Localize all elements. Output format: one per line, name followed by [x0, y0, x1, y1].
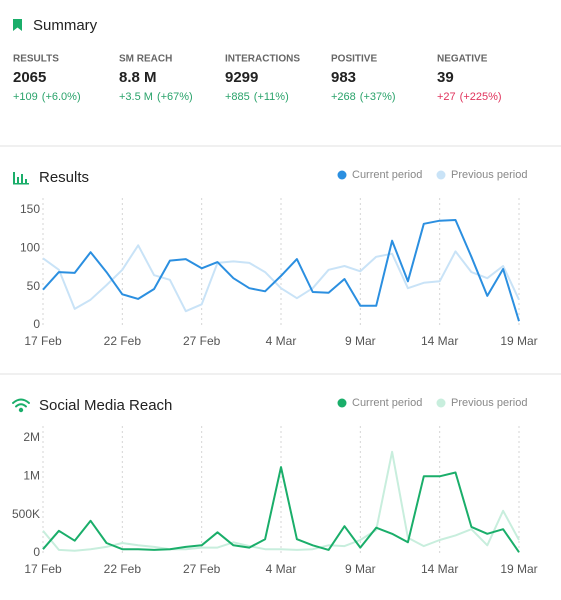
x-tick-label: 4 Mar	[266, 562, 297, 576]
line-series	[42, 466, 520, 553]
metric-label: SM REACH	[119, 54, 172, 65]
metric-value: 9299	[225, 69, 258, 86]
chart-title: Social Media Reach	[39, 397, 172, 414]
change-abs: +109	[13, 91, 38, 103]
reach-icon	[12, 398, 30, 413]
metric-label: NEGATIVE	[437, 54, 488, 65]
change-abs: +885	[225, 91, 250, 103]
x-tick-label: 9 Mar	[345, 562, 376, 576]
metric-label: POSITIVE	[331, 54, 377, 65]
x-tick-label: 19 Mar	[500, 334, 537, 348]
change-pct: (+67%)	[157, 91, 193, 103]
x-tick-label: 27 Feb	[183, 562, 221, 576]
legend-label: Current period	[352, 397, 422, 409]
summary-title: Summary	[33, 17, 98, 34]
line-series	[42, 219, 520, 322]
legend-swatch	[436, 398, 446, 408]
line-series	[42, 244, 520, 313]
x-tick-label: 22 Feb	[104, 562, 142, 576]
x-tick-label: 17 Feb	[24, 334, 62, 348]
metric-value: 2065	[13, 69, 46, 86]
x-tick-label: 27 Feb	[183, 334, 221, 348]
x-tick-label: 17 Feb	[24, 562, 62, 576]
x-tick-label: 19 Mar	[500, 562, 537, 576]
y-tick-label: 150	[20, 202, 40, 216]
change-pct: (+225%)	[460, 91, 502, 103]
legend-swatch	[337, 398, 347, 408]
metric-change: +27 (+225%)	[437, 91, 502, 103]
change-abs: +3.5 M	[119, 91, 153, 103]
y-tick-label: 2M	[23, 430, 40, 444]
x-tick-label: 4 Mar	[266, 334, 297, 348]
metric-label: INTERACTIONS	[225, 54, 300, 65]
line-series	[42, 450, 520, 552]
metric-change: +3.5 M (+67%)	[119, 91, 193, 103]
metric-label: RESULTS	[13, 54, 59, 65]
summary-icon	[13, 19, 22, 31]
metric-value: 39	[437, 69, 454, 86]
metric-value: 983	[331, 69, 356, 86]
y-tick-label: 1M	[23, 469, 40, 483]
legend-label: Previous period	[451, 397, 527, 409]
y-tick-label: 0	[33, 317, 40, 331]
y-tick-label: 50	[27, 279, 41, 293]
legend-label: Previous period	[451, 169, 527, 181]
change-abs: +268	[331, 91, 356, 103]
change-pct: (+11%)	[254, 91, 289, 103]
metric-change: +268 (+37%)	[331, 91, 396, 103]
x-tick-label: 9 Mar	[345, 334, 376, 348]
x-tick-label: 14 Mar	[421, 562, 458, 576]
x-tick-label: 22 Feb	[104, 334, 142, 348]
chart-title: Results	[39, 169, 89, 186]
legend-label: Current period	[352, 169, 422, 181]
legend-swatch	[337, 170, 347, 180]
legend-swatch	[436, 170, 446, 180]
results-icon	[13, 172, 29, 185]
y-tick-label: 0	[33, 545, 40, 559]
x-tick-label: 14 Mar	[421, 334, 458, 348]
metric-change: +109 (+6.0%)	[13, 91, 81, 103]
y-tick-label: 100	[20, 241, 40, 255]
metric-value: 8.8 M	[119, 69, 157, 86]
change-pct: (+37%)	[360, 91, 396, 103]
metric-change: +885 (+11%)	[225, 91, 289, 103]
change-pct: (+6.0%)	[42, 91, 81, 103]
change-abs: +27	[437, 91, 456, 103]
y-tick-label: 500K	[12, 507, 40, 521]
